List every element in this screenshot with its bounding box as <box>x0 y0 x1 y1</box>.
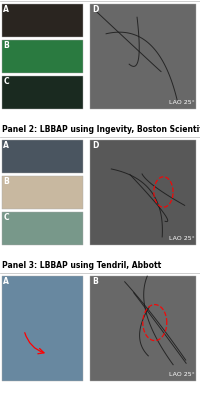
Bar <box>90 140 196 245</box>
Bar <box>2 140 83 173</box>
Text: B: B <box>3 177 9 186</box>
Bar <box>90 276 196 381</box>
Text: C: C <box>3 77 9 86</box>
Bar <box>90 4 196 109</box>
Bar <box>2 4 83 37</box>
Text: D: D <box>92 5 98 14</box>
Text: LAO 25°: LAO 25° <box>169 100 195 105</box>
Bar <box>2 276 83 381</box>
Text: Panel 3: LBBAP using Tendril, Abbott: Panel 3: LBBAP using Tendril, Abbott <box>2 261 161 270</box>
Text: LAO 25°: LAO 25° <box>169 236 195 241</box>
Bar <box>2 40 83 73</box>
Text: LAO 25°: LAO 25° <box>169 372 195 377</box>
Text: B: B <box>92 277 98 286</box>
Bar <box>2 212 83 245</box>
Text: C: C <box>3 213 9 222</box>
Bar <box>2 76 83 109</box>
Text: A: A <box>3 5 9 14</box>
Text: A: A <box>3 277 9 286</box>
Text: B: B <box>3 41 9 50</box>
Text: D: D <box>92 141 98 150</box>
Text: A: A <box>3 141 9 150</box>
Text: Panel 2: LBBAP using Ingevity, Boston Scientific: Panel 2: LBBAP using Ingevity, Boston Sc… <box>2 125 200 134</box>
Bar <box>2 176 83 209</box>
